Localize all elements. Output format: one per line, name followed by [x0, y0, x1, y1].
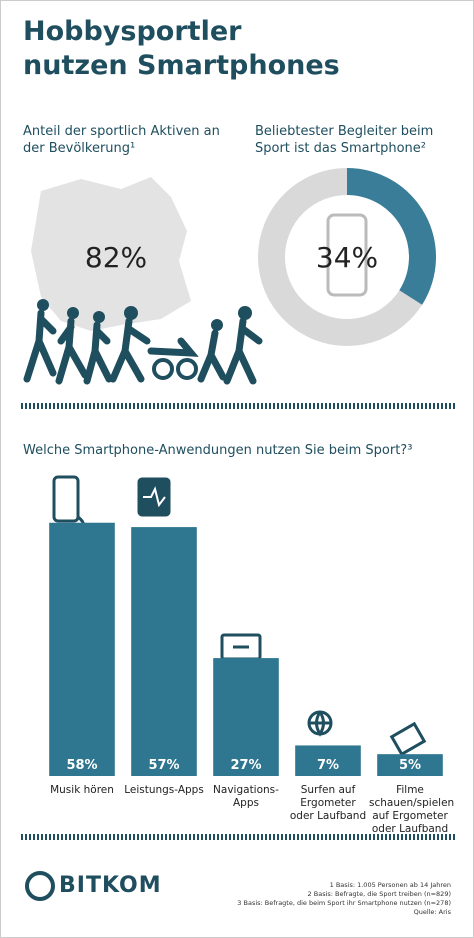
- value-label: 57%: [148, 758, 179, 773]
- map: [31, 177, 191, 331]
- x-tick-label: Surfen auf Ergometer oder Laufband: [289, 784, 367, 822]
- footnotes: 1 Basis: 1.005 Personen ab 14 Jahren 2 Ba…: [237, 881, 451, 917]
- title: Hobbysportler nutzen Smartphones: [23, 16, 340, 81]
- logo-text: BITKOM: [59, 873, 162, 898]
- logo: BITKOM: [25, 871, 162, 901]
- x-tick-label: Filme schauen/spielen auf Ergometer oder…: [369, 784, 455, 835]
- value-label: 27%: [230, 758, 261, 773]
- footnote: 3 Basis: Befragte, die beim Sport ihr Sm…: [237, 899, 451, 907]
- footnote: 1 Basis: 1.005 Personen ab 14 Jahren: [329, 881, 451, 889]
- stat-value: 82%: [84, 241, 148, 274]
- x-tick-label: Musik hören: [50, 784, 114, 796]
- donut-segment: [347, 168, 436, 305]
- bar: [377, 754, 443, 776]
- runners: [23, 299, 263, 385]
- phone-icon: [326, 213, 368, 297]
- bar: [213, 658, 279, 776]
- bar: [295, 745, 361, 776]
- x-tick-label: Leistungs-Apps: [124, 784, 204, 796]
- stat-title: Anteil der sportlich Aktiven an der Bevö…: [23, 124, 220, 156]
- bar: [131, 527, 197, 776]
- value-label: 7%: [317, 758, 339, 773]
- bar: [49, 522, 115, 776]
- x-tick-label: Navigations-Apps: [213, 784, 279, 809]
- footnote: 2 Basis: Befragte, die Sport treiben (n=…: [307, 890, 451, 898]
- donut-title: Beliebtester Begleiter beim Sport ist da…: [255, 124, 434, 156]
- donut-value: 34%: [315, 241, 379, 274]
- value-label: 5%: [399, 758, 421, 773]
- value-label: 58%: [66, 758, 97, 773]
- bar-title: Welche Smartphone-Anwendungen nutzen Sie…: [23, 443, 413, 458]
- footnote: Quelle: Aris: [413, 908, 451, 916]
